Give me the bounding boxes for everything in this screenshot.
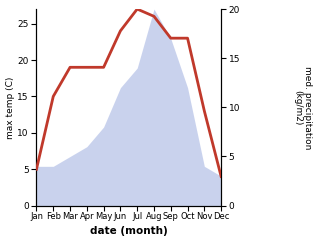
Y-axis label: max temp (C): max temp (C) xyxy=(5,76,15,138)
Y-axis label: med. precipitation
(kg/m2): med. precipitation (kg/m2) xyxy=(293,66,313,149)
X-axis label: date (month): date (month) xyxy=(90,227,168,236)
